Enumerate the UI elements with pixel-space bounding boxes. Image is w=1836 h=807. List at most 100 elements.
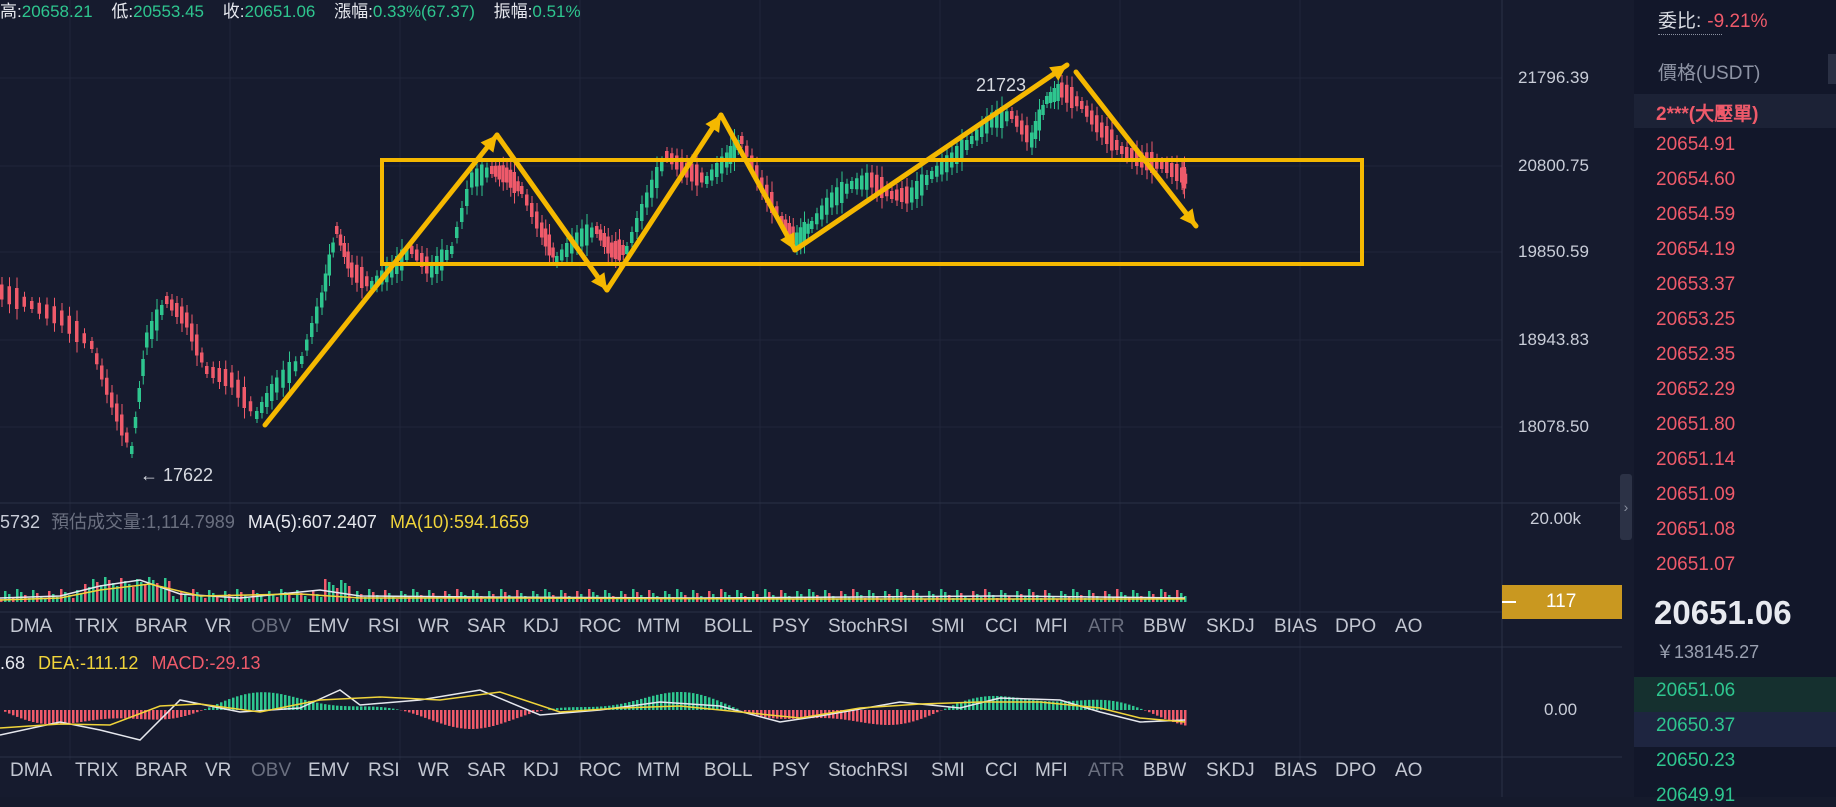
indicator-tab-mfi[interactable]: MFI xyxy=(1035,760,1068,782)
indicator-tab-bias[interactable]: BIAS xyxy=(1274,616,1317,638)
ask-price-row[interactable]: 20651.14 xyxy=(1656,449,1735,471)
ask-price-row[interactable]: 20651.09 xyxy=(1656,484,1735,506)
indicator-tab-smi[interactable]: SMI xyxy=(931,616,965,638)
ask-price-row[interactable]: 20653.25 xyxy=(1656,309,1735,331)
indicator-tab-mtm[interactable]: MTM xyxy=(637,760,680,782)
indicator-tab-vr[interactable]: VR xyxy=(205,616,231,638)
candle-body xyxy=(1005,111,1009,121)
volume-bar xyxy=(292,598,295,602)
indicator-tab-brar[interactable]: BRAR xyxy=(135,616,188,638)
indicator-tab-smi[interactable]: SMI xyxy=(931,760,965,782)
candle-body xyxy=(305,340,309,351)
indicator-tab-wr[interactable]: WR xyxy=(418,760,450,782)
volume-bar xyxy=(676,589,679,602)
indicator-tab-psy[interactable]: PSY xyxy=(772,760,810,782)
indicator-tab-atr[interactable]: ATR xyxy=(1088,616,1125,638)
volume-bar xyxy=(1028,589,1031,602)
volume-bar xyxy=(588,589,591,602)
indicator-tab-sar[interactable]: SAR xyxy=(467,760,506,782)
candle-body xyxy=(205,366,209,374)
volume-bar xyxy=(312,591,315,602)
ask-price-row[interactable]: 20652.35 xyxy=(1656,344,1735,366)
indicator-tab-bbw[interactable]: BBW xyxy=(1143,760,1186,782)
indicator-tab-vr[interactable]: VR xyxy=(205,760,231,782)
ask-price-row[interactable]: 20653.37 xyxy=(1656,274,1735,296)
indicator-tab-wr[interactable]: WR xyxy=(418,616,450,638)
order-ratio[interactable]: 委比:-9.21% xyxy=(1658,6,1767,33)
indicator-tab-trix[interactable]: TRIX xyxy=(75,760,118,782)
indicator-tab-stochrsi[interactable]: StochRSI xyxy=(828,760,908,782)
indicator-tab-cci[interactable]: CCI xyxy=(985,760,1018,782)
orderbook-scrollbar[interactable] xyxy=(1828,54,1836,84)
indicator-tab-obv[interactable]: OBV xyxy=(251,760,291,782)
indicator-tab-kdj[interactable]: KDJ xyxy=(523,616,559,638)
indicator-tab-obv[interactable]: OBV xyxy=(251,616,291,638)
price-scale[interactable]: 21796.39 20800.75 19850.59 18943.83 1807… xyxy=(1502,0,1622,797)
indicator-tab-mfi[interactable]: MFI xyxy=(1035,616,1068,638)
indicator-tab-emv[interactable]: EMV xyxy=(308,616,349,638)
macd-histogram-bar xyxy=(472,710,475,729)
volume-bar xyxy=(736,590,739,602)
ask-price-row[interactable]: 20654.19 xyxy=(1656,239,1735,261)
ask-price-row[interactable]: 20651.07 xyxy=(1656,554,1735,576)
indicator-tab-rsi[interactable]: RSI xyxy=(368,760,400,782)
candle-body xyxy=(324,274,328,292)
indicator-tab-kdj[interactable]: KDJ xyxy=(523,760,559,782)
candle-body xyxy=(840,182,844,203)
indicator-tab-skdj[interactable]: SKDJ xyxy=(1206,760,1255,782)
bid-price-row[interactable]: 20649.91 xyxy=(1656,785,1735,807)
big-order-row[interactable]: 2***(大壓單) xyxy=(1634,94,1836,128)
candle-body xyxy=(455,227,459,238)
ask-price-row[interactable]: 20651.80 xyxy=(1656,414,1735,436)
candle-body xyxy=(105,378,109,395)
candle-body xyxy=(1165,162,1169,173)
chart-area[interactable]: 21723← 17622 高:20658.21 低:20553.45 收:206… xyxy=(0,0,1622,797)
indicator-tab-dpo[interactable]: DPO xyxy=(1335,616,1376,638)
indicator-tab-roc[interactable]: ROC xyxy=(579,616,621,638)
candle-body xyxy=(470,173,474,188)
candle-body xyxy=(614,241,618,259)
indicator-tab-roc[interactable]: ROC xyxy=(579,760,621,782)
macd-histogram-bar xyxy=(84,710,87,721)
bid-price-row[interactable]: 20651.06 xyxy=(1656,680,1735,702)
indicator-tab-stochrsi[interactable]: StochRSI xyxy=(828,616,908,638)
indicator-tab-trix[interactable]: TRIX xyxy=(75,616,118,638)
indicator-tab-dma[interactable]: DMA xyxy=(10,760,52,782)
macd-histogram-bar xyxy=(868,710,871,723)
indicator-tab-ao[interactable]: AO xyxy=(1395,616,1422,638)
indicator-tab-bias[interactable]: BIAS xyxy=(1274,760,1317,782)
price-chart[interactable]: 21723← 17622 xyxy=(0,0,1622,797)
macd-histogram-bar xyxy=(1128,705,1131,710)
indicator-tab-atr[interactable]: ATR xyxy=(1088,760,1125,782)
indicator-tab-dma[interactable]: DMA xyxy=(10,616,52,638)
indicator-tab-dpo[interactable]: DPO xyxy=(1335,760,1376,782)
candle-body xyxy=(1056,84,1060,101)
indicator-tab-cci[interactable]: CCI xyxy=(985,616,1018,638)
ask-price-row[interactable]: 20654.60 xyxy=(1656,169,1735,191)
indicator-tab-skdj[interactable]: SKDJ xyxy=(1206,616,1255,638)
indicator-tab-boll[interactable]: BOLL xyxy=(704,760,753,782)
ask-price-row[interactable]: 20652.29 xyxy=(1656,379,1735,401)
bid-price-row[interactable]: 20650.23 xyxy=(1656,750,1735,772)
volume-bar xyxy=(940,589,943,602)
collapse-handle[interactable]: › xyxy=(1620,474,1632,540)
indicator-tab-psy[interactable]: PSY xyxy=(772,616,810,638)
indicator-tab-bbw[interactable]: BBW xyxy=(1143,616,1186,638)
candle-body xyxy=(509,170,513,188)
indicator-tab-rsi[interactable]: RSI xyxy=(368,616,400,638)
indicator-tab-emv[interactable]: EMV xyxy=(308,760,349,782)
ask-price-row[interactable]: 20651.08 xyxy=(1656,519,1735,541)
indicator-tab-sar[interactable]: SAR xyxy=(467,616,506,638)
indicator-tab-brar[interactable]: BRAR xyxy=(135,760,188,782)
macd-histogram-bar xyxy=(476,710,479,729)
indicator-tab-boll[interactable]: BOLL xyxy=(704,616,753,638)
ask-price-row[interactable]: 20654.59 xyxy=(1656,204,1735,226)
macd-histogram-bar xyxy=(240,695,243,710)
candle-body xyxy=(940,161,944,175)
indicator-tab-ao[interactable]: AO xyxy=(1395,760,1422,782)
ask-price-row[interactable]: 20654.91 xyxy=(1656,134,1735,156)
indicator-tab-mtm[interactable]: MTM xyxy=(637,616,680,638)
candle-body xyxy=(665,151,669,159)
amplitude-label: 振幅: xyxy=(494,2,533,21)
bid-price-row[interactable]: 20650.37 xyxy=(1656,715,1735,737)
